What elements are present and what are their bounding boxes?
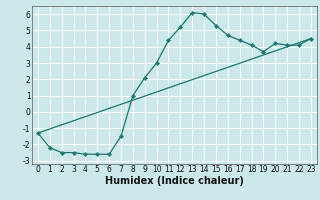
X-axis label: Humidex (Indice chaleur): Humidex (Indice chaleur)	[105, 176, 244, 186]
